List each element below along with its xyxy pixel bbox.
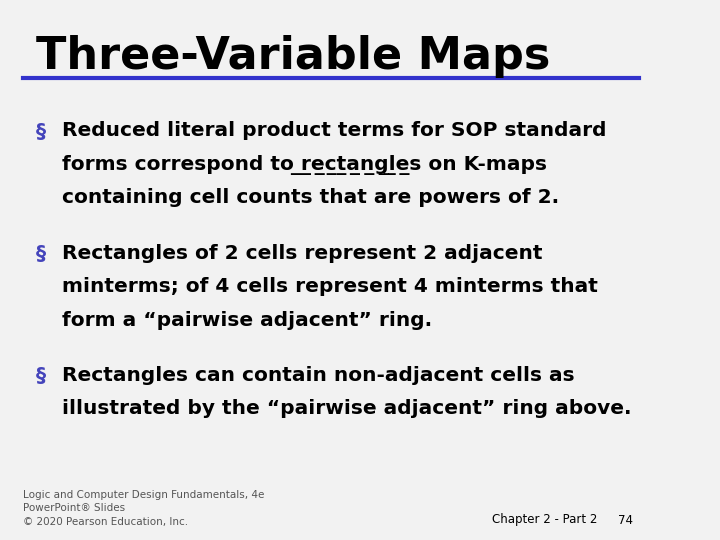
Text: Reduced literal product terms for SOP standard: Reduced literal product terms for SOP st… (62, 122, 607, 140)
Text: Logic and Computer Design Fundamentals, 4e
PowerPoint® Slides
© 2020 Pearson Edu: Logic and Computer Design Fundamentals, … (23, 490, 264, 526)
Text: Rectangles can contain non-adjacent cells as: Rectangles can contain non-adjacent cell… (62, 366, 575, 384)
Text: minterms; of 4 cells represent 4 minterms that: minterms; of 4 cells represent 4 minterm… (62, 277, 598, 296)
Text: illustrated by the “pairwise adjacent” ring above.: illustrated by the “pairwise adjacent” r… (62, 399, 631, 418)
Text: §: § (36, 366, 46, 384)
Text: Three-Variable Maps: Three-Variable Maps (36, 35, 550, 78)
Text: §: § (36, 244, 46, 262)
Text: Chapter 2 - Part 2: Chapter 2 - Part 2 (492, 514, 597, 526)
Text: §: § (36, 122, 46, 140)
Text: 74: 74 (618, 514, 633, 526)
Text: form a “pairwise adjacent” ring.: form a “pairwise adjacent” ring. (62, 310, 433, 329)
Text: containing cell counts that are powers of 2.: containing cell counts that are powers o… (62, 188, 559, 207)
Text: Rectangles of 2 cells represent 2 adjacent: Rectangles of 2 cells represent 2 adjace… (62, 244, 543, 262)
Text: forms correspond to ̲r̲e̲c̲t̲a̲n̲g̲l̲e̲s on K-maps: forms correspond to ̲r̲e̲c̲t̲a̲n̲g̲l̲e̲s… (62, 155, 547, 175)
